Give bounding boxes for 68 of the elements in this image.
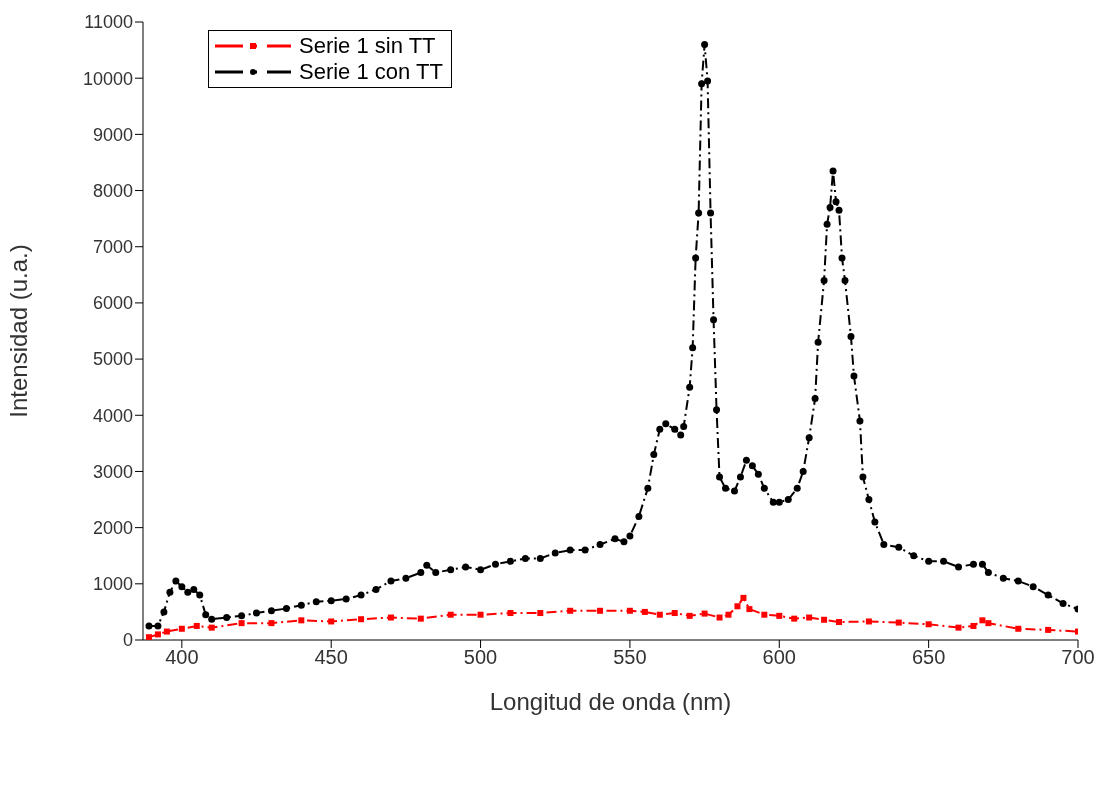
- point: [865, 618, 872, 625]
- point: [567, 607, 574, 614]
- point: [970, 622, 977, 629]
- point: [537, 610, 544, 617]
- x-tick-label: 450: [314, 646, 348, 669]
- point: [761, 611, 768, 618]
- x-tick-label: 650: [911, 646, 946, 669]
- y-tick-label: 10000: [82, 68, 133, 89]
- y-tick-label: 11000: [84, 12, 133, 33]
- point: [208, 624, 215, 631]
- y-tick-label: 9000: [92, 124, 133, 145]
- y-tick-label: 0: [122, 630, 133, 651]
- x-tick-label: 550: [613, 646, 647, 669]
- point: [507, 610, 514, 617]
- point: [358, 616, 365, 623]
- point: [626, 607, 633, 614]
- point: [725, 611, 732, 618]
- point: [447, 611, 454, 618]
- point: [791, 615, 798, 622]
- point: [701, 610, 708, 617]
- x-tick-label: 700: [1061, 646, 1095, 669]
- point: [740, 594, 747, 601]
- point: [671, 610, 678, 617]
- point: [328, 618, 335, 625]
- point: [821, 616, 828, 623]
- point: [154, 631, 161, 638]
- point: [925, 621, 932, 628]
- point: [985, 620, 992, 627]
- y-tick-label: 2000: [92, 518, 133, 539]
- point: [776, 612, 783, 619]
- point: [806, 614, 813, 621]
- point: [686, 612, 693, 619]
- point: [417, 615, 424, 622]
- y-tick-label: 8000: [92, 180, 133, 201]
- point: [955, 624, 962, 631]
- point: [178, 625, 185, 632]
- point: [1015, 625, 1022, 632]
- y-axis-title: Intensidad (u.a.): [4, 244, 32, 418]
- x-tick-label: 600: [762, 646, 796, 669]
- point: [641, 608, 648, 615]
- point: [268, 620, 275, 627]
- point: [716, 614, 723, 621]
- point: [298, 617, 305, 624]
- point: [656, 611, 663, 618]
- point: [979, 617, 986, 624]
- x-tick-label: 500: [463, 646, 498, 669]
- y-tick-label: 5000: [92, 349, 133, 370]
- legend-label: Serie 1 con TT: [299, 59, 443, 85]
- y-tick-label: 3000: [92, 461, 133, 482]
- x-axis-title: Longitud de onda (nm): [489, 688, 732, 715]
- point: [746, 606, 753, 613]
- point: [836, 619, 843, 626]
- point: [477, 611, 484, 618]
- point: [193, 622, 200, 629]
- legend-label: Serie 1 sin TT: [299, 33, 436, 59]
- point: [734, 603, 741, 610]
- point: [238, 620, 245, 627]
- point: [1045, 626, 1052, 633]
- point: [387, 614, 394, 621]
- point: [597, 607, 604, 614]
- y-tick-label: 1000: [92, 574, 133, 595]
- y-tick-label: 7000: [92, 237, 133, 258]
- point: [163, 628, 170, 635]
- y-tick-label: 4000: [92, 405, 133, 426]
- x-tick-label: 400: [165, 646, 199, 669]
- y-tick-label: 6000: [92, 293, 133, 314]
- point: [145, 634, 152, 640]
- point: [895, 619, 902, 626]
